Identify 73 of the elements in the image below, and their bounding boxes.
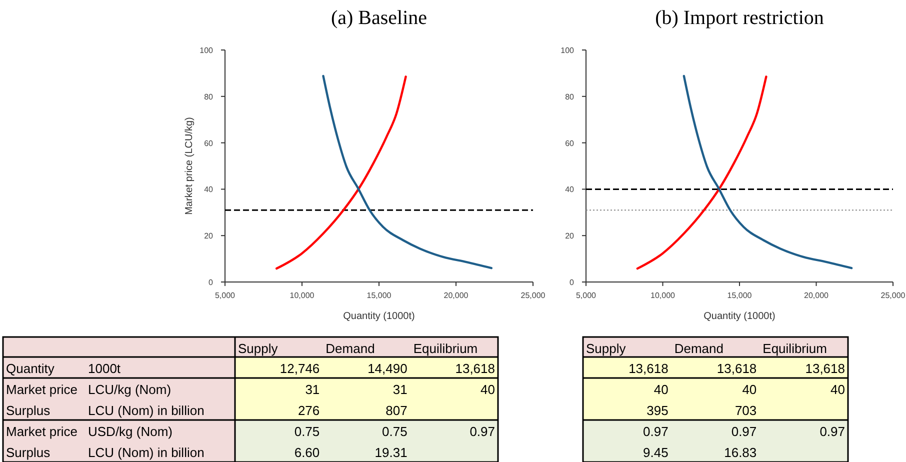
text: 31 [392,382,408,397]
y-tick-label: 60 [204,138,214,148]
category-label: Supply [238,341,278,356]
y-tick-label: 20 [204,232,214,241]
x-tick-label: 5,000 [214,291,236,300]
x-tick-label: 25,000 [880,291,906,300]
category-label: Demand [674,341,724,356]
text: 0.75 [294,424,320,439]
text: 276 [298,403,320,418]
x-axis-title: Quantity (1000t) [704,311,776,322]
text: 13,618 [628,361,668,376]
line-series [275,76,407,270]
x-tick-label: 10,000 [290,291,315,300]
text: 0.97 [731,424,757,439]
y-tick-label: 60 [565,138,575,148]
y-tick-label: 80 [565,92,575,102]
category-label: Equilibrium [413,341,478,356]
category-label: Surplus [6,445,50,460]
text: 395 [646,403,668,418]
category-label: Market price [6,424,78,439]
x-tick-label: 10,000 [650,291,676,300]
text: 12,746 [280,361,320,376]
x-tick-label: 15,000 [727,291,752,300]
category-label: Quantity [6,361,54,376]
y-tick-label: 40 [565,185,575,194]
text: 13,618 [455,361,495,376]
y-axis-title: Market price (LCU/kg) [184,117,195,215]
text: 40 [654,382,668,397]
text: 6.60 [294,445,320,460]
y-tick-label: 0 [208,278,214,287]
text: 9.45 [643,445,668,460]
y-tick-label: 40 [204,185,214,194]
text: 807 [386,403,408,418]
y-tick-label: 20 [565,232,575,241]
text: 40 [742,382,757,397]
text: 0.97 [820,424,845,439]
category-label: LCU (Nom) in billion [88,403,204,418]
text: 0.75 [382,424,408,439]
text: 14,490 [368,361,408,376]
category-label: 1000t [88,361,121,376]
text: 40 [480,382,495,397]
line-series [682,74,853,270]
y-tick-label: 100 [560,46,575,55]
x-tick-label: 20,000 [804,291,830,300]
line-series [636,76,768,270]
text: 31 [305,382,320,397]
category-label: LCU/kg (Nom) [88,382,172,397]
category-label: Demand [326,341,375,356]
category-label: Surplus [6,403,50,418]
text: 0.97 [643,424,668,439]
y-tick-label: 0 [570,278,575,287]
x-axis-title: Quantity (1000t) [343,311,415,322]
text: 16.83 [724,445,757,460]
text: 13,618 [805,361,845,376]
category-label: LCU (Nom) in billion [88,445,204,460]
category-label: Equilibrium [762,341,827,356]
text: 0.97 [470,424,495,439]
y-tick-label: 100 [200,46,214,55]
y-tick-label: 80 [204,92,214,102]
x-tick-label: 20,000 [444,291,469,300]
text: 703 [734,403,757,418]
line-series [322,74,493,270]
text: 40 [830,382,845,397]
x-tick-label: 15,000 [366,291,392,300]
chart-title: (b) Import restriction [655,7,824,29]
x-tick-label: 25,000 [520,291,546,300]
category-label: Supply [586,341,626,356]
text: 19.31 [374,445,408,460]
category-label: Market price [6,382,78,397]
text: 13,618 [716,361,757,376]
chart-title: (a) Baseline [330,7,428,29]
x-tick-label: 5,000 [576,291,597,300]
category-label: USD/kg (Nom) [88,424,173,439]
